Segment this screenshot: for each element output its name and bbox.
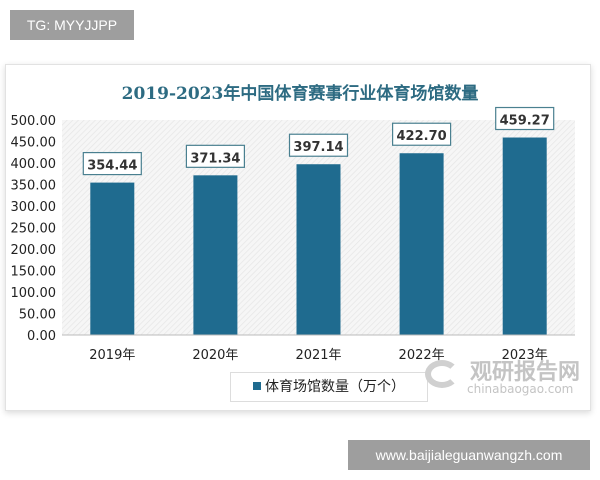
legend-swatch <box>253 382 261 390</box>
footer-label: www.baijialeguanwangzh.com <box>348 440 590 470</box>
y-tick-label: 350.00 <box>11 179 57 194</box>
x-tick-label: 2022年 <box>399 348 445 363</box>
y-tick-label: 400.00 <box>11 157 57 172</box>
bar <box>90 182 135 335</box>
x-tick-label: 2020年 <box>192 348 238 363</box>
y-tick-label: 300.00 <box>11 200 57 215</box>
data-label-box <box>392 122 452 146</box>
watermark-url: chinabaogao.com <box>467 382 574 396</box>
y-tick-label: 450.00 <box>11 136 57 151</box>
watermark-logo-icon <box>425 360 459 388</box>
y-tick-label: 0.00 <box>27 329 56 344</box>
data-label-box <box>82 151 142 176</box>
legend: 体育场馆数量（万个） <box>230 372 428 402</box>
data-label-box <box>288 133 349 157</box>
y-tick-label: 250.00 <box>11 222 57 237</box>
tag-label: TG: MYYJJPP <box>10 10 134 40</box>
data-label: 371.34 <box>190 151 240 166</box>
x-tick-label: 2019年 <box>89 348 135 363</box>
bar <box>399 153 444 335</box>
y-tick-label: 150.00 <box>11 265 57 280</box>
watermark-name: 观研报告网 <box>470 360 581 385</box>
data-label: 422.70 <box>397 129 447 144</box>
chart-title: 2019-2023年中国体育赛事行业体育场馆数量 <box>121 84 479 104</box>
bar <box>296 164 341 335</box>
data-label: 397.14 <box>293 140 343 155</box>
data-label: 459.27 <box>500 114 550 129</box>
data-label: 354.44 <box>87 159 137 174</box>
y-tick-label: 50.00 <box>19 308 56 323</box>
data-label-box <box>185 144 245 168</box>
x-tick-label: 2023年 <box>502 348 548 363</box>
bar <box>502 137 547 335</box>
y-tick-label: 100.00 <box>11 286 57 301</box>
data-label-box <box>495 106 555 131</box>
x-tick-label: 2021年 <box>295 348 341 363</box>
y-tick-label: 500.00 <box>11 114 57 129</box>
y-tick-label: 200.00 <box>11 243 57 258</box>
legend-label: 体育场馆数量（万个） <box>265 379 405 395</box>
bar <box>193 175 238 335</box>
